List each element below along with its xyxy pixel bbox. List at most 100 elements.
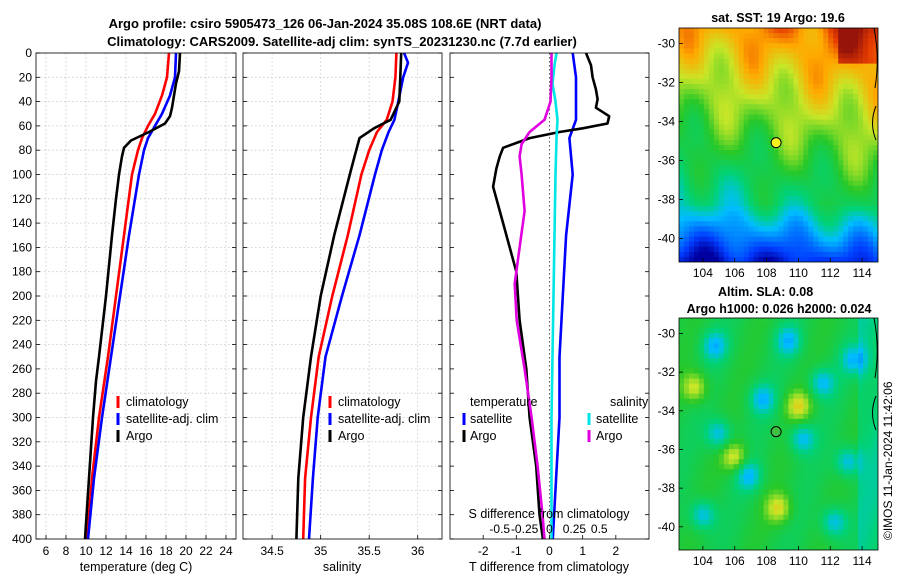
map-cell [743,499,750,506]
map-cell [688,484,695,490]
map-cell [788,489,794,495]
map-cell [733,195,740,202]
map-cell [863,388,869,395]
map-cell [763,509,769,516]
map-cell [733,504,740,511]
map-cell [808,338,814,344]
map-cell [853,378,859,384]
map-cell [718,428,725,435]
map-cell [693,241,700,248]
map-cell [813,343,819,349]
map-cell [738,348,745,354]
map-cell [748,413,755,420]
map-cell [783,509,789,516]
map-cell [679,114,685,120]
argo-float-marker [770,426,782,438]
map-cell [718,129,725,136]
map-cell [823,413,829,420]
map-cell [723,348,730,354]
map-cell [733,469,740,475]
map-cell [808,418,814,425]
map-cell [798,403,804,410]
map-cell [683,145,690,151]
map-cell [743,474,750,480]
map-cell [818,226,824,232]
map-cell [833,139,839,146]
map-cell [738,449,745,455]
map-cell [838,124,844,131]
map-cell [688,328,695,334]
map-cell [788,38,794,44]
temperature-axis-label: temperature (deg C) [80,560,193,574]
map-cell [803,221,809,227]
map-cell [733,53,740,59]
map-cell [818,318,824,324]
map-cell [713,358,720,364]
map-cell [738,165,745,171]
map-cell [703,363,710,369]
map-cell [863,343,869,349]
map-cell [853,544,859,550]
map-cell [679,216,685,222]
map-cell [743,63,750,70]
map-cell [858,444,864,450]
map-cell [858,403,864,410]
map-cell [758,403,764,410]
map-cell [768,58,774,65]
map-cell [683,190,690,197]
map-cell [758,139,764,146]
map-cell [788,353,794,359]
map-cell [823,454,829,460]
map-cell [708,99,715,105]
map-cell [748,449,755,455]
map-cell [768,418,774,425]
map-cell [818,469,824,475]
map-cell [688,104,695,110]
map-cell [823,358,829,364]
map-cell [848,343,854,349]
map-cell [748,28,755,34]
map-cell [718,499,725,506]
map-cell [818,408,824,415]
map-cell [723,514,730,521]
map-cell [758,53,764,59]
map-cell [698,398,705,405]
map-cell [848,434,854,440]
map-cell [858,469,864,475]
map-cell [803,499,809,506]
map-cell [833,519,839,526]
map-cell [768,33,774,39]
map-cell [733,145,740,151]
map-cell [783,378,789,384]
map-cell [868,464,874,470]
legend-label-satellite: satellite-adj. clim [338,412,430,426]
map-cell [698,403,705,410]
map-cell [843,28,849,34]
map-cell [683,206,690,212]
map-cell [763,403,769,410]
map-cell [679,494,685,500]
map-cell [688,216,695,222]
map-cell [753,190,760,197]
map-cell [823,514,829,521]
map-cell [858,185,864,192]
map-cell [838,43,844,49]
map-cell [863,48,869,54]
map-cell [843,534,849,541]
map-cell [773,99,779,105]
map-cell [833,33,839,39]
map-cell [858,241,864,248]
map-cell [798,539,804,546]
map-cell [753,358,760,364]
map-cell [793,94,799,100]
map-cell [833,94,839,100]
map-cell [808,489,814,495]
map-cell [818,539,824,546]
map-cell [803,236,809,243]
map-cell [703,241,710,248]
map-cell [738,175,745,182]
map-cell [723,464,730,470]
map-cell [778,104,784,110]
map-cell [818,251,824,258]
map-cell [798,383,804,390]
